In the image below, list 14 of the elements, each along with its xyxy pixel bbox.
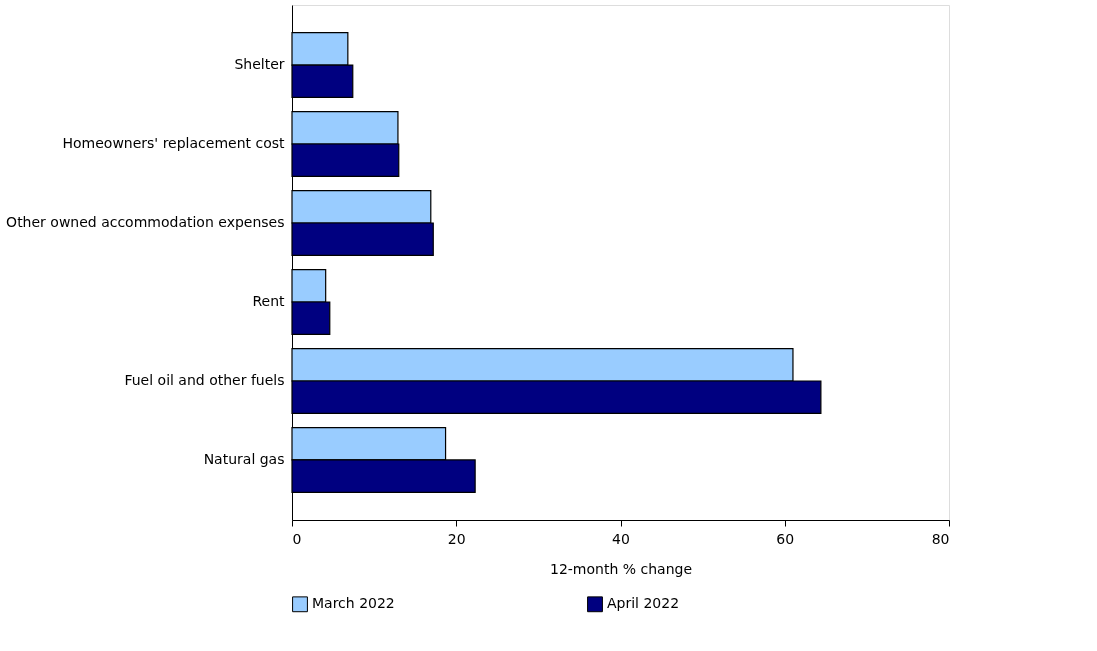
- y-tick-label: Fuel oil and other fuels: [124, 371, 285, 388]
- x-tick-label: 60: [776, 530, 795, 547]
- y-tick-label: Rent: [252, 292, 286, 309]
- x-tick-label: 20: [447, 530, 466, 547]
- x-axis-title: 12-month % change: [549, 560, 693, 577]
- legend-label: March 2022: [312, 595, 395, 612]
- y-tick-label: Shelter: [234, 56, 285, 73]
- y-tick-label: Other owned accommodation expenses: [6, 214, 285, 231]
- x-tick-label: 40: [612, 530, 630, 547]
- y-tick-label: Natural gas: [203, 450, 285, 467]
- y-tick-label: Homeowners' replacement cost: [62, 135, 286, 152]
- legend-label: April 2022: [607, 595, 680, 612]
- x-tick-label: 80: [931, 530, 950, 547]
- x-tick-label: 0: [292, 530, 302, 547]
